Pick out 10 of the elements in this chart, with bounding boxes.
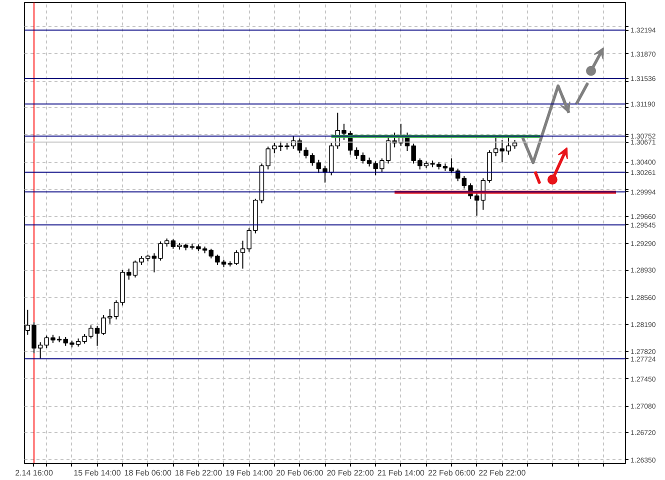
x-tick-label: 19 Feb 14:00: [226, 468, 274, 478]
x-tick-label: 22 Feb 22:00: [478, 468, 526, 478]
x-tick-label: 20 Feb 22:00: [326, 468, 374, 478]
x-tick-label: 21 Feb 14:00: [377, 468, 426, 478]
x-tick-label: 18 Feb 06:00: [124, 468, 172, 478]
x-tick-label: 15 Feb 14:00: [74, 468, 122, 478]
x-tick-label: 20 Feb 06:00: [276, 468, 324, 478]
x-tick-label: 2.14 16:00: [15, 468, 54, 478]
x-tick-label: 18 Feb 22:00: [174, 468, 223, 478]
x-tick-label: 22 Feb 06:00: [428, 468, 476, 478]
